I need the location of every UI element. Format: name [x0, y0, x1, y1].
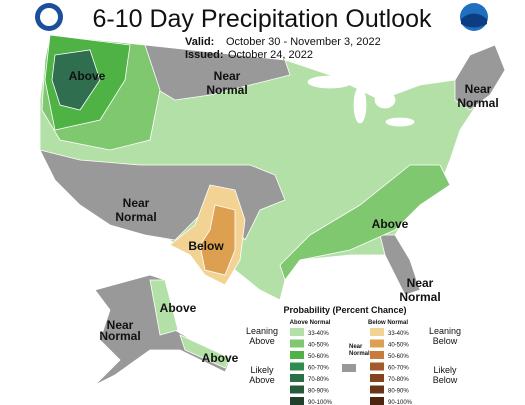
- legend-range: 33-40%: [388, 331, 409, 337]
- legend-swatch: [290, 374, 304, 382]
- legend-range: 90-100%: [388, 400, 413, 405]
- title: 6-10 Day Precipitation Outlook: [92, 5, 432, 33]
- legend-range: 80-90%: [388, 389, 409, 395]
- legend-swatch: [342, 364, 356, 372]
- logos: [35, 3, 488, 31]
- legend-heading: Near Normal: [349, 344, 370, 357]
- issued-date: October 24, 2022: [228, 49, 313, 61]
- legend-swatch: [290, 397, 304, 405]
- map-label: Near Normal: [457, 82, 498, 110]
- region-above-se: [279, 164, 451, 281]
- map-label-line: Above: [372, 217, 409, 231]
- legend-swatch: [290, 339, 304, 348]
- legend-swatch: [290, 362, 304, 371]
- legend-swatch: [290, 328, 304, 336]
- issued-label: Issued:: [185, 49, 224, 61]
- legend-range: 90-100%: [308, 400, 333, 405]
- legend-side-label-line: Above: [249, 336, 275, 346]
- map-label: Above: [202, 351, 239, 365]
- legend-heading: Below Normal: [368, 320, 408, 326]
- legend-swatch: [370, 351, 384, 359]
- map-label: Below: [188, 239, 224, 253]
- legend-side-label-line: Below: [433, 336, 458, 346]
- legend-range: 70-80%: [388, 377, 409, 383]
- legend-swatch: [370, 385, 384, 394]
- legend: Probability (Percent Chance) Above Normal…: [246, 305, 461, 405]
- legend-swatch: [370, 362, 384, 371]
- legend-side-label: Leaning Above: [246, 326, 278, 346]
- map-label-line: Near: [407, 276, 434, 290]
- alaska-panhandle-above: [179, 334, 231, 369]
- legend-swatch: [370, 374, 384, 382]
- legend-range: 70-80%: [308, 377, 329, 383]
- legend-range: 60-70%: [388, 366, 409, 372]
- valid-dates: October 30 - November 3, 2022: [226, 36, 381, 48]
- legend-heading-line: Normal: [349, 351, 370, 357]
- region-near-northeast: [454, 44, 506, 111]
- region-near-southwest: [39, 149, 286, 241]
- legend-side-label: Likely Above: [249, 365, 275, 385]
- map-label-line: Near: [214, 69, 241, 83]
- legend-title: Probability (Percent Chance): [283, 305, 406, 315]
- legend-heading: Above Normal: [290, 320, 331, 326]
- legend-heading-line: Near: [349, 344, 363, 350]
- legend-swatch: [370, 397, 384, 405]
- valid-label: Valid:: [185, 36, 214, 48]
- map-label: Above: [160, 301, 197, 315]
- map-label: Above: [372, 217, 409, 231]
- map-label-line: Near: [123, 196, 150, 210]
- legend-side-label: Likely Below: [433, 365, 458, 385]
- legend-range: 80-90%: [308, 389, 329, 395]
- lake: [374, 91, 396, 109]
- map-label-line: Above: [69, 69, 106, 83]
- map-label: Near Normal: [99, 318, 140, 343]
- logo-right-wave: [461, 13, 487, 28]
- legend-range: 50-60%: [308, 354, 329, 360]
- legend-range: 40-50%: [308, 343, 329, 349]
- lake: [353, 86, 367, 124]
- alaska-above: [149, 279, 179, 336]
- lake: [307, 75, 353, 89]
- legend-side-label-line: Likely: [250, 365, 274, 375]
- legend-range: 50-60%: [388, 354, 409, 360]
- legend-swatch: [290, 385, 304, 394]
- map-label-line: Normal: [399, 290, 440, 304]
- map-label-line: Normal: [115, 210, 156, 224]
- map: [39, 34, 506, 386]
- legend-side-label-line: Above: [249, 375, 275, 385]
- map-label: Near Normal: [206, 69, 247, 97]
- region-below-40: [199, 204, 236, 276]
- legend-range: 60-70%: [308, 366, 329, 372]
- map-label-line: Below: [188, 239, 224, 253]
- legend-side-label-line: Leaning: [246, 326, 278, 336]
- map-label: Near Normal: [399, 276, 440, 304]
- map-label: Above: [69, 69, 106, 83]
- map-label-line: Near: [465, 82, 492, 96]
- region-above-nw-60: [51, 49, 101, 111]
- legend-side-label-line: Leaning: [429, 326, 461, 336]
- legend-side-label: Leaning Below: [429, 326, 461, 346]
- legend-range: 40-50%: [388, 343, 409, 349]
- legend-side-label-line: Below: [433, 375, 458, 385]
- legend-swatch: [370, 328, 384, 336]
- map-label: Near Normal: [115, 196, 156, 224]
- map-label-line: Above: [202, 351, 239, 365]
- map-label-line: Normal: [99, 329, 140, 343]
- legend-range: 33-40%: [308, 331, 329, 337]
- map-label-line: Normal: [206, 83, 247, 97]
- legend-side-label-line: Likely: [433, 365, 457, 375]
- map-label-line: Above: [160, 301, 197, 315]
- legend-swatch: [370, 339, 384, 348]
- map-label-line: Near: [107, 318, 134, 332]
- map-label-line: Normal: [457, 96, 498, 110]
- legend-swatch: [290, 351, 304, 359]
- logo-left-inner: [40, 8, 58, 26]
- lake: [385, 117, 415, 127]
